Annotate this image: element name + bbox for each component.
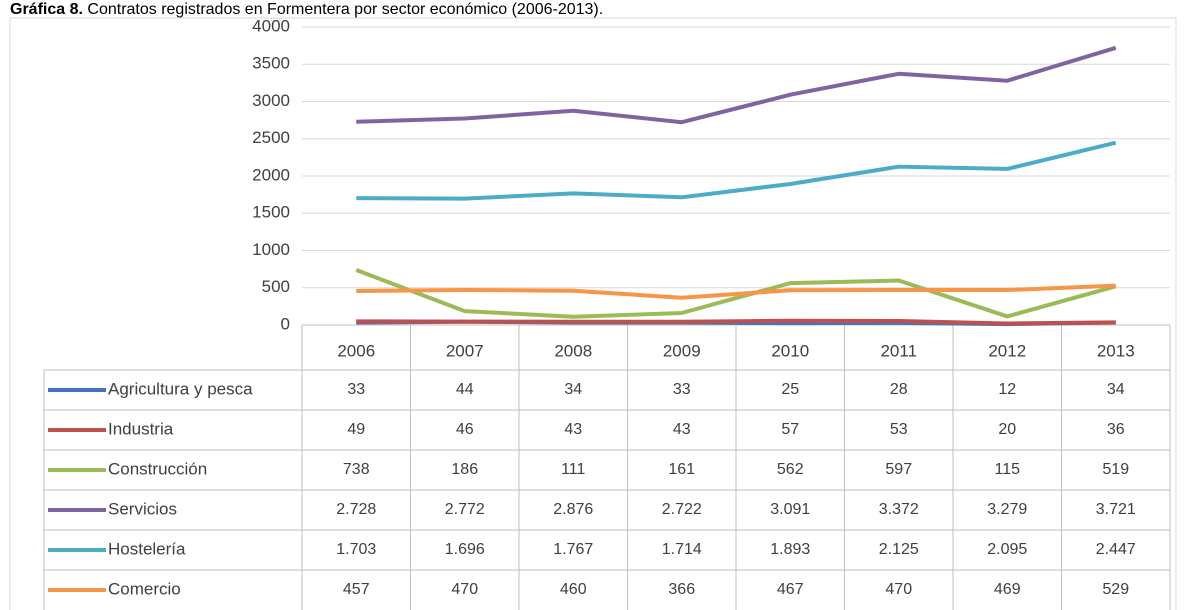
- table-value: 519: [1102, 461, 1129, 478]
- x-tick-label: 2008: [554, 341, 592, 360]
- legend-label: Hostelería: [108, 539, 186, 558]
- legend-label: Servicios: [108, 499, 177, 518]
- chart-title: Gráfica 8. Contratos registrados en Form…: [10, 1, 603, 18]
- table-value: 57: [781, 421, 799, 438]
- table-value: 2.728: [336, 501, 376, 518]
- x-tick-label: 2013: [1097, 341, 1135, 360]
- y-tick-label: 4000: [252, 16, 290, 35]
- series-line: [355, 268, 1117, 319]
- table-value: 20: [998, 421, 1016, 438]
- table-value: 1.696: [445, 541, 485, 558]
- legend-label: Industria: [108, 419, 174, 438]
- table-value: 460: [560, 581, 587, 598]
- x-tick-label: 2011: [880, 341, 917, 360]
- series-line: [356, 283, 1116, 300]
- legend-label: Construcción: [108, 459, 207, 478]
- table-value: 1.714: [662, 541, 702, 558]
- x-tick-label: 2012: [988, 341, 1026, 360]
- y-tick-label: 1500: [252, 203, 290, 222]
- table-value: 49: [347, 421, 365, 438]
- table-value: 3.372: [879, 501, 919, 518]
- table-value: 469: [994, 581, 1021, 598]
- table-value: 1.893: [770, 541, 810, 558]
- x-tick-label: 2010: [771, 341, 809, 360]
- table-value: 36: [1107, 421, 1125, 438]
- table-value: 43: [673, 421, 691, 438]
- table-value: 115: [994, 461, 1020, 478]
- table-value: 2.095: [987, 541, 1027, 558]
- y-tick-label: 1000: [252, 240, 290, 259]
- series-line: [356, 140, 1117, 201]
- table-value: 597: [885, 461, 912, 478]
- x-tick-label: 2009: [663, 341, 701, 360]
- legend-label: Comercio: [108, 579, 181, 598]
- table-value: 25: [781, 381, 799, 398]
- table-value: 562: [777, 461, 804, 478]
- table-value: 738: [343, 461, 370, 478]
- series-line: [356, 45, 1117, 125]
- y-tick-label: 500: [262, 277, 290, 296]
- table-value: 2.447: [1096, 541, 1136, 558]
- y-tick-label: 0: [281, 314, 290, 333]
- table-value: 34: [1107, 381, 1125, 398]
- table-value: 28: [890, 381, 908, 398]
- table-value: 12: [998, 381, 1016, 398]
- table-value: 467: [777, 581, 804, 598]
- y-tick-label: 3000: [252, 91, 290, 110]
- table-value: 186: [451, 461, 478, 478]
- chart-frame: [9, 17, 1177, 610]
- y-tick-label: 3500: [252, 54, 290, 73]
- title-text: Contratos registrados en Formentera por …: [87, 1, 603, 18]
- table-value: 366: [668, 581, 695, 598]
- table-value: 34: [564, 381, 582, 398]
- table-value: 43: [564, 421, 582, 438]
- table-value: 2.876: [553, 501, 593, 518]
- table-value: 111: [561, 461, 585, 478]
- y-tick-label: 2500: [252, 128, 290, 147]
- table-value: 2.125: [879, 541, 919, 558]
- table-value: 2.772: [445, 501, 485, 518]
- table-value: 470: [451, 581, 478, 598]
- table-value: 529: [1102, 581, 1129, 598]
- series-line: [356, 318, 1116, 326]
- table-value: 1.703: [336, 541, 376, 558]
- table-value: 2.722: [662, 501, 702, 518]
- table-value: 44: [456, 381, 474, 398]
- table-value: 3.279: [987, 501, 1027, 518]
- x-tick-label: 2006: [337, 341, 375, 360]
- title-label: Gráfica 8.: [10, 1, 83, 18]
- table-value: 33: [673, 381, 691, 398]
- table-value: 161: [668, 461, 695, 478]
- table-value: 53: [890, 421, 908, 438]
- table-value: 457: [343, 581, 370, 598]
- x-tick-label: 2007: [446, 341, 484, 360]
- table-value: 33: [347, 381, 365, 398]
- table-value: 470: [885, 581, 912, 598]
- table-value: 3.091: [770, 501, 810, 518]
- table-value: 3.721: [1096, 501, 1136, 518]
- y-tick-label: 2000: [252, 165, 290, 184]
- legend-label: Agricultura y pesca: [108, 379, 253, 398]
- table-value: 46: [456, 421, 474, 438]
- table-value: 1.767: [553, 541, 593, 558]
